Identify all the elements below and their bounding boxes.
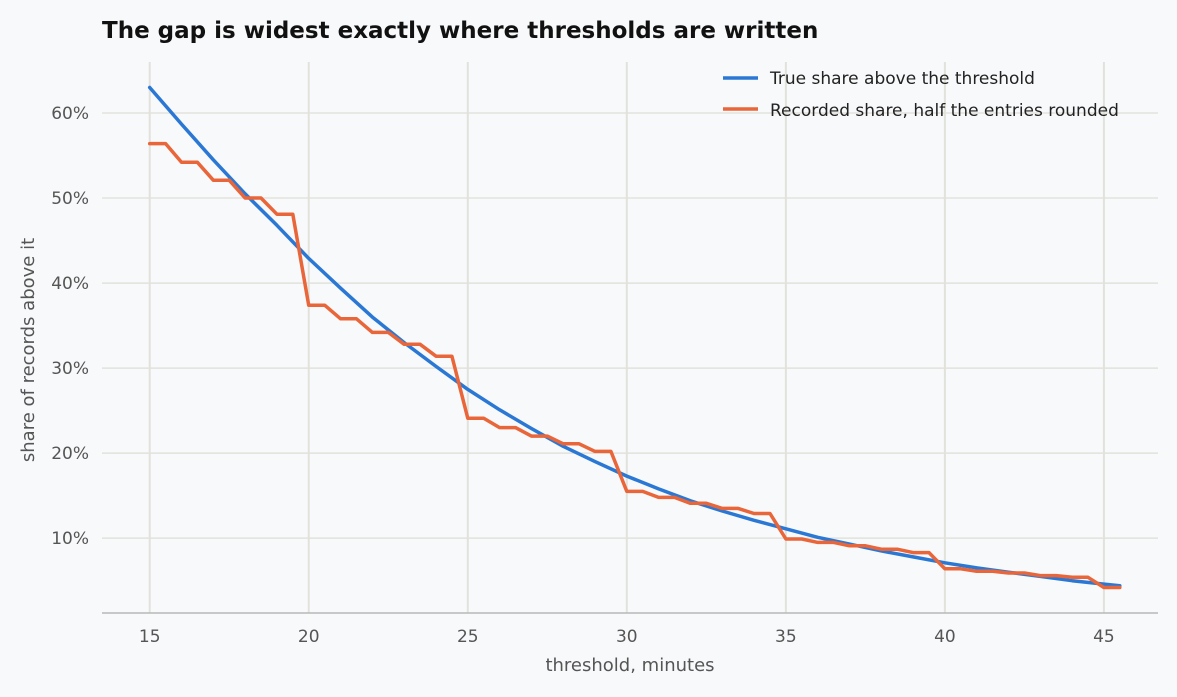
series-line-true-share — [147, 85, 1122, 588]
x-tick-label: 30 — [616, 627, 638, 647]
chart-title: The gap is widest exactly where threshol… — [102, 18, 818, 44]
x-tick-label: 25 — [457, 627, 479, 647]
y-tick-label: 40% — [51, 274, 89, 294]
x-tick-label: 40 — [934, 627, 956, 647]
y-tick-label: 20% — [51, 444, 89, 464]
legend-label-recorded-share: Recorded share, half the entries rounded — [770, 101, 1119, 121]
y-tick-label: 60% — [51, 104, 89, 124]
x-tick-label: 45 — [1093, 627, 1115, 647]
grid — [102, 62, 1158, 613]
series-line-recorded-share — [147, 141, 1122, 590]
x-tick-label: 20 — [298, 627, 320, 647]
x-tick-label: 35 — [775, 627, 797, 647]
x-tick-labels: 15 20 25 30 35 40 45 — [139, 627, 1115, 647]
y-tick-label: 30% — [51, 359, 89, 379]
legend-label-true-share: True share above the threshold — [769, 69, 1035, 89]
x-tick-label: 15 — [139, 627, 161, 647]
y-axis-label: share of records above it — [18, 238, 39, 462]
y-tick-labels: 10% 20% 30% 40% 50% 60% — [51, 104, 89, 549]
y-tick-label: 10% — [51, 529, 89, 549]
x-axis-label: threshold, minutes — [545, 655, 714, 676]
series-lines — [147, 85, 1122, 590]
legend: True share above the threshold Recorded … — [723, 69, 1119, 121]
y-tick-label: 50% — [51, 189, 89, 209]
